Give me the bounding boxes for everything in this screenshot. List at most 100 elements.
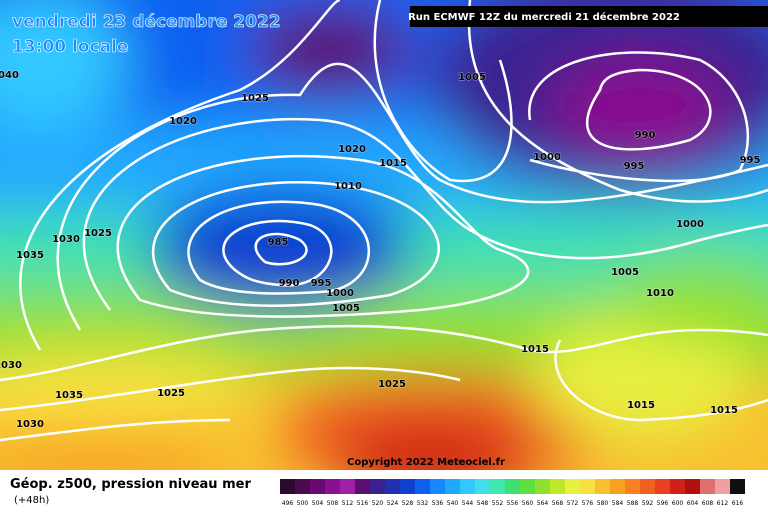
- footer-lead: (+48h): [14, 495, 49, 506]
- run-info: Run ECMWF 12Z du mercredi 21 décembre 20…: [408, 11, 680, 23]
- isobar-label: 1020: [169, 116, 197, 127]
- isobar-label: 1020: [338, 144, 366, 155]
- colorbar-label: 512: [342, 500, 354, 507]
- colorbar-label: 516: [357, 500, 369, 507]
- colorbar-label: 588: [627, 500, 639, 507]
- run-box: [410, 6, 768, 27]
- colorbar-swatch: [730, 479, 745, 494]
- colorbar-label: 584: [612, 500, 624, 507]
- isobar-label: 1015: [521, 344, 549, 355]
- time: 13:00 locale: [12, 37, 128, 57]
- colorbar-swatch: [310, 479, 325, 494]
- isobar-label: 1015: [627, 400, 655, 411]
- isobar-label: 995: [740, 155, 761, 166]
- isobar-label: 1030: [16, 419, 44, 430]
- isobar-label: 1010: [334, 181, 362, 192]
- colorbar-swatch: [385, 479, 400, 494]
- colorbar-swatch: [505, 479, 520, 494]
- isobar-label: 1035: [16, 250, 44, 261]
- colorbar-swatch: [595, 479, 610, 494]
- isobar-label: 1030: [0, 360, 22, 371]
- colorbar-label: 600: [672, 500, 684, 507]
- colorbar-swatch: [445, 479, 460, 494]
- colorbar-swatch: [685, 479, 700, 494]
- colorbar-label: 572: [567, 500, 579, 507]
- colorbar-label: 568: [552, 500, 564, 507]
- isobar-label: 1015: [710, 405, 738, 416]
- colorbar-label: 556: [507, 500, 519, 507]
- colorbar-label: 528: [402, 500, 414, 507]
- colorbar-swatch: [670, 479, 685, 494]
- colorbar-label: 500: [297, 500, 309, 507]
- colorbar-label: 496: [282, 500, 294, 507]
- isobars: [0, 0, 768, 442]
- isobar-label: 1025: [241, 93, 269, 104]
- colorbar-label: 560: [522, 500, 534, 507]
- colorbar-label: 536: [432, 500, 444, 507]
- isobar-label: 995: [624, 161, 645, 172]
- isobar-label: 1035: [55, 390, 83, 401]
- field: 1040102510201020101510101005990995100099…: [0, 0, 768, 470]
- colorbar-swatch: [700, 479, 715, 494]
- colorbar-swatch: [535, 479, 550, 494]
- copyright: Copyright 2022 Meteociel.fr: [347, 457, 505, 468]
- isobar-label: 1005: [611, 267, 639, 278]
- isobar-label: 1010: [646, 288, 674, 299]
- colorbar-swatch: [370, 479, 385, 494]
- colorbar-swatch: [460, 479, 475, 494]
- isobar-label: 990: [279, 278, 300, 289]
- isobar-label: 1015: [379, 158, 407, 169]
- colorbar-label: 612: [717, 500, 729, 507]
- colorbar-swatch: [625, 479, 640, 494]
- colorbar-label: 580: [597, 500, 609, 507]
- footer-title: Géop. z500, pression niveau mer: [10, 477, 251, 492]
- isobar-label: 1000: [676, 219, 704, 230]
- isobar-label: 1040: [0, 70, 19, 81]
- colorbar-swatch: [565, 479, 580, 494]
- colorbar-label: 532: [417, 500, 429, 507]
- colorbar-swatch: [295, 479, 310, 494]
- colorbar-label: 508: [327, 500, 339, 507]
- colorbar-swatch: [400, 479, 415, 494]
- colorbar-swatch: [550, 479, 565, 494]
- colorbar-label: 544: [462, 500, 474, 507]
- colorbar-swatch: [610, 479, 625, 494]
- colorbar-swatch: [415, 479, 430, 494]
- colorbar-label: 616: [732, 500, 744, 507]
- colorbar-label: 540: [447, 500, 459, 507]
- colorbar-swatch: [655, 479, 670, 494]
- isobar-label: 985: [268, 237, 289, 248]
- colorbar-label: 592: [642, 500, 654, 507]
- colorbar-label: 548: [477, 500, 489, 507]
- colorbar-label: 564: [537, 500, 549, 507]
- colorbar-label: 504: [312, 500, 324, 507]
- colorbar-swatch: [715, 479, 730, 494]
- colorbar-label: 552: [492, 500, 504, 507]
- colorbar-swatch: [520, 479, 535, 494]
- colorbar-swatch: [355, 479, 370, 494]
- colorbar-label: 520: [372, 500, 384, 507]
- isobar-label: 1025: [84, 228, 112, 239]
- isobar-label: 1025: [378, 379, 406, 390]
- colorbar-label: 608: [702, 500, 714, 507]
- isobar-label: 995: [311, 278, 332, 289]
- isobar-label: 1000: [326, 288, 354, 299]
- colorbar-label: 576: [582, 500, 594, 507]
- isobar-label: 1030: [52, 234, 80, 245]
- isobar-label: 1000: [533, 152, 561, 163]
- isobar-label: 1005: [332, 303, 360, 314]
- colorbar-label: 604: [687, 500, 699, 507]
- colorbar-swatch: [640, 479, 655, 494]
- colorbar-label: 524: [387, 500, 399, 507]
- colorbar-swatch: [475, 479, 490, 494]
- colorbar-swatch: [280, 479, 295, 494]
- isobar-labels: 1040102510201020101510101005990995100099…: [0, 70, 761, 431]
- isobar-label: 990: [635, 130, 656, 141]
- colorbar-swatch: [340, 479, 355, 494]
- colorbar-swatch: [490, 479, 505, 494]
- isobar-label: 1005: [458, 72, 486, 83]
- colorbar-label: 596: [657, 500, 669, 507]
- colorbar: 496 500 504 508 512 516 520 524 528 532 536 540 544 5…: [280, 479, 745, 507]
